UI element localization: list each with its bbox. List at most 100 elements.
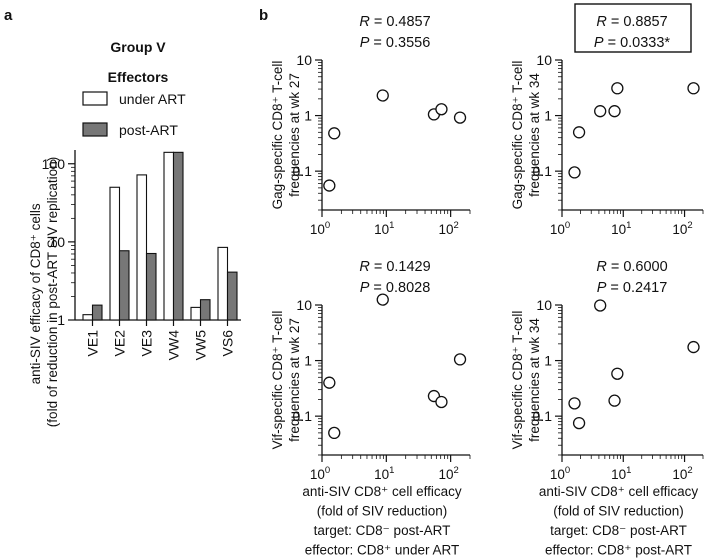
bar-vw5-under-art (190, 306, 202, 321)
y-axis-label: Gag-specific CD8⁺ T-cell frequencies at w… (510, 61, 542, 210)
data-point (435, 395, 448, 409)
bar-vw4-post-art (172, 151, 184, 321)
scatter-gag-wk34: R = 0.8857 P = 0.0333* 0.1 1 10 100 101 102 Gag-… (510, 3, 704, 237)
x-tick-label: 102 (672, 465, 692, 482)
y-tick-label: 1 (544, 108, 552, 124)
x-axis-label-line: effector: CD8⁺ post-ART (545, 543, 692, 558)
y-axis-label-line: frequencies at wk 27 (287, 318, 302, 442)
x-tick-label: 101 (374, 465, 394, 482)
x-tick-label: 101 (611, 220, 631, 237)
panel-label-a: a (4, 7, 13, 24)
data-point (376, 293, 389, 306)
scatter-vif-wk27: R = 0.1429 P = 0.8028 0.1 1 10 100 101 102 Vif-s… (270, 259, 471, 558)
data-point (376, 89, 389, 102)
y-axis-label-line: frequencies at wk 34 (527, 73, 542, 197)
x-tick-label: 101 (611, 465, 631, 482)
stats-r-value: R = 0.6000 (596, 259, 667, 275)
bar-vw5-post-art (199, 299, 211, 321)
data-point (568, 166, 581, 179)
legend-label-post-art: post-ART (119, 122, 178, 138)
y-tick-label: 10 (536, 297, 552, 313)
y-axis-label: Vif-specific CD8⁺ T-cell frequencies at w… (270, 311, 302, 450)
data-point (323, 376, 336, 389)
y-tick-label: 0.1 (533, 408, 553, 424)
x-axis-label-line: anti-SIV CD8⁺ cell efficacy (539, 484, 698, 499)
panel-a-title: Group V (110, 39, 166, 55)
bar-vs6-under-art (217, 246, 229, 321)
panel-a-x-tick-label: VW5 (193, 330, 209, 361)
x-tick-label: 100 (550, 465, 570, 482)
y-axis-label-line: Gag-specific CD8⁺ T-cell (270, 61, 285, 210)
data-point (608, 105, 621, 118)
panel-a-x-tick-label: VE2 (112, 330, 128, 357)
data-point (328, 426, 341, 440)
data-point (608, 394, 621, 407)
stats-p-value: P = 0.2417 (597, 280, 668, 296)
data-point (328, 127, 341, 140)
x-tick-label: 100 (550, 220, 570, 237)
y-axis-label: Vif-specific CD8⁺ T-cell frequencies at w… (510, 311, 542, 450)
y-tick-label: 10 (296, 297, 312, 313)
legend-label-under-art: under ART (119, 91, 186, 107)
x-axis-label-line: target: CD8⁻ post-ART (550, 523, 687, 538)
y-tick-label: 0.1 (293, 408, 313, 424)
y-axis-label-line: frequencies at wk 34 (527, 318, 542, 442)
bar-ve2-post-art (118, 250, 130, 321)
x-axis-label-line: anti-SIV CD8⁺ cell efficacy (302, 484, 461, 499)
x-axis-label-line: (fold of SIV reduction) (317, 504, 448, 519)
scatter-vif-wk34: R = 0.6000 P = 0.2417 0.1 1 10 100 101 102 Vif-s… (510, 259, 704, 558)
panel-a-y-tick-label: 10 (49, 234, 65, 250)
y-axis-label-line: Vif-specific CD8⁺ T-cell (510, 311, 525, 450)
panel-a-y-label-line1: anti-SIV efficacy of CD8⁺ cells (28, 203, 43, 384)
data-point (687, 340, 700, 354)
x-tick-label: 100 (310, 220, 330, 237)
data-point (594, 299, 607, 312)
panel-a-y-tick-label: 100 (42, 156, 66, 172)
y-axis-label-line: Gag-specific CD8⁺ T-cell (510, 61, 525, 210)
data-point (323, 179, 336, 192)
stats-p-value: P = 0.0333* (594, 35, 671, 51)
panel-a-y-axis-label: anti-SIV efficacy of CD8⁺ cells (fold of… (28, 157, 60, 427)
y-axis-label-line: frequencies at wk 27 (287, 73, 302, 197)
stats-r-value: R = 0.4857 (359, 14, 430, 30)
panel-label-b: b (259, 7, 268, 24)
y-axis-label-line: Vif-specific CD8⁺ T-cell (270, 311, 285, 450)
data-point (453, 111, 467, 124)
y-tick-label: 1 (304, 353, 312, 369)
panel-a-x-tick-label: VE3 (139, 330, 155, 357)
data-point (611, 82, 624, 95)
bar-ve3-post-art (145, 252, 157, 321)
data-point (687, 82, 700, 95)
legend-title: Effectors (108, 69, 169, 85)
data-point (568, 397, 581, 410)
y-axis-label: Gag-specific CD8⁺ T-cell frequencies at w… (270, 61, 302, 210)
panel-a-y-tick-label: 1 (57, 312, 65, 328)
x-axis-label-line: target: CD8⁻ post-ART (314, 523, 451, 538)
x-axis-label-line: effector: CD8⁺ under ART (305, 543, 459, 558)
x-tick-label: 102 (672, 220, 692, 237)
panel-a-plot: 1 10 100 VE1 VE2 VE3 VW4 VW5 VS6 (42, 150, 241, 360)
stats-p-value: P = 0.3556 (360, 35, 431, 51)
significance-box (574, 3, 692, 53)
panel-a: a Group V Effectors under ART post-ART a… (4, 7, 241, 427)
y-tick-label: 0.1 (533, 163, 553, 179)
stats-r-value: R = 0.1429 (359, 259, 430, 275)
x-axis-label-line: (fold of SIV reduction) (553, 504, 684, 519)
panel-a-y-label-line2: (fold of reduction in post-ART SIV repli… (45, 157, 60, 427)
y-tick-label: 1 (544, 353, 552, 369)
panel-a-x-tick-label: VS6 (220, 330, 236, 357)
y-tick-label: 0.1 (293, 163, 313, 179)
data-point (453, 353, 467, 366)
bar-vs6-post-art (226, 271, 238, 321)
panel-a-x-tick-label: VW4 (166, 330, 182, 361)
y-tick-label: 10 (296, 52, 312, 68)
legend-swatch-post-art (82, 122, 108, 137)
bar-ve2-under-art (109, 186, 121, 321)
y-tick-label: 1 (304, 108, 312, 124)
data-point (594, 105, 607, 118)
data-point (611, 367, 624, 380)
x-tick-label: 100 (310, 465, 330, 482)
legend-swatch-under-art (82, 91, 108, 106)
data-point (572, 416, 586, 430)
